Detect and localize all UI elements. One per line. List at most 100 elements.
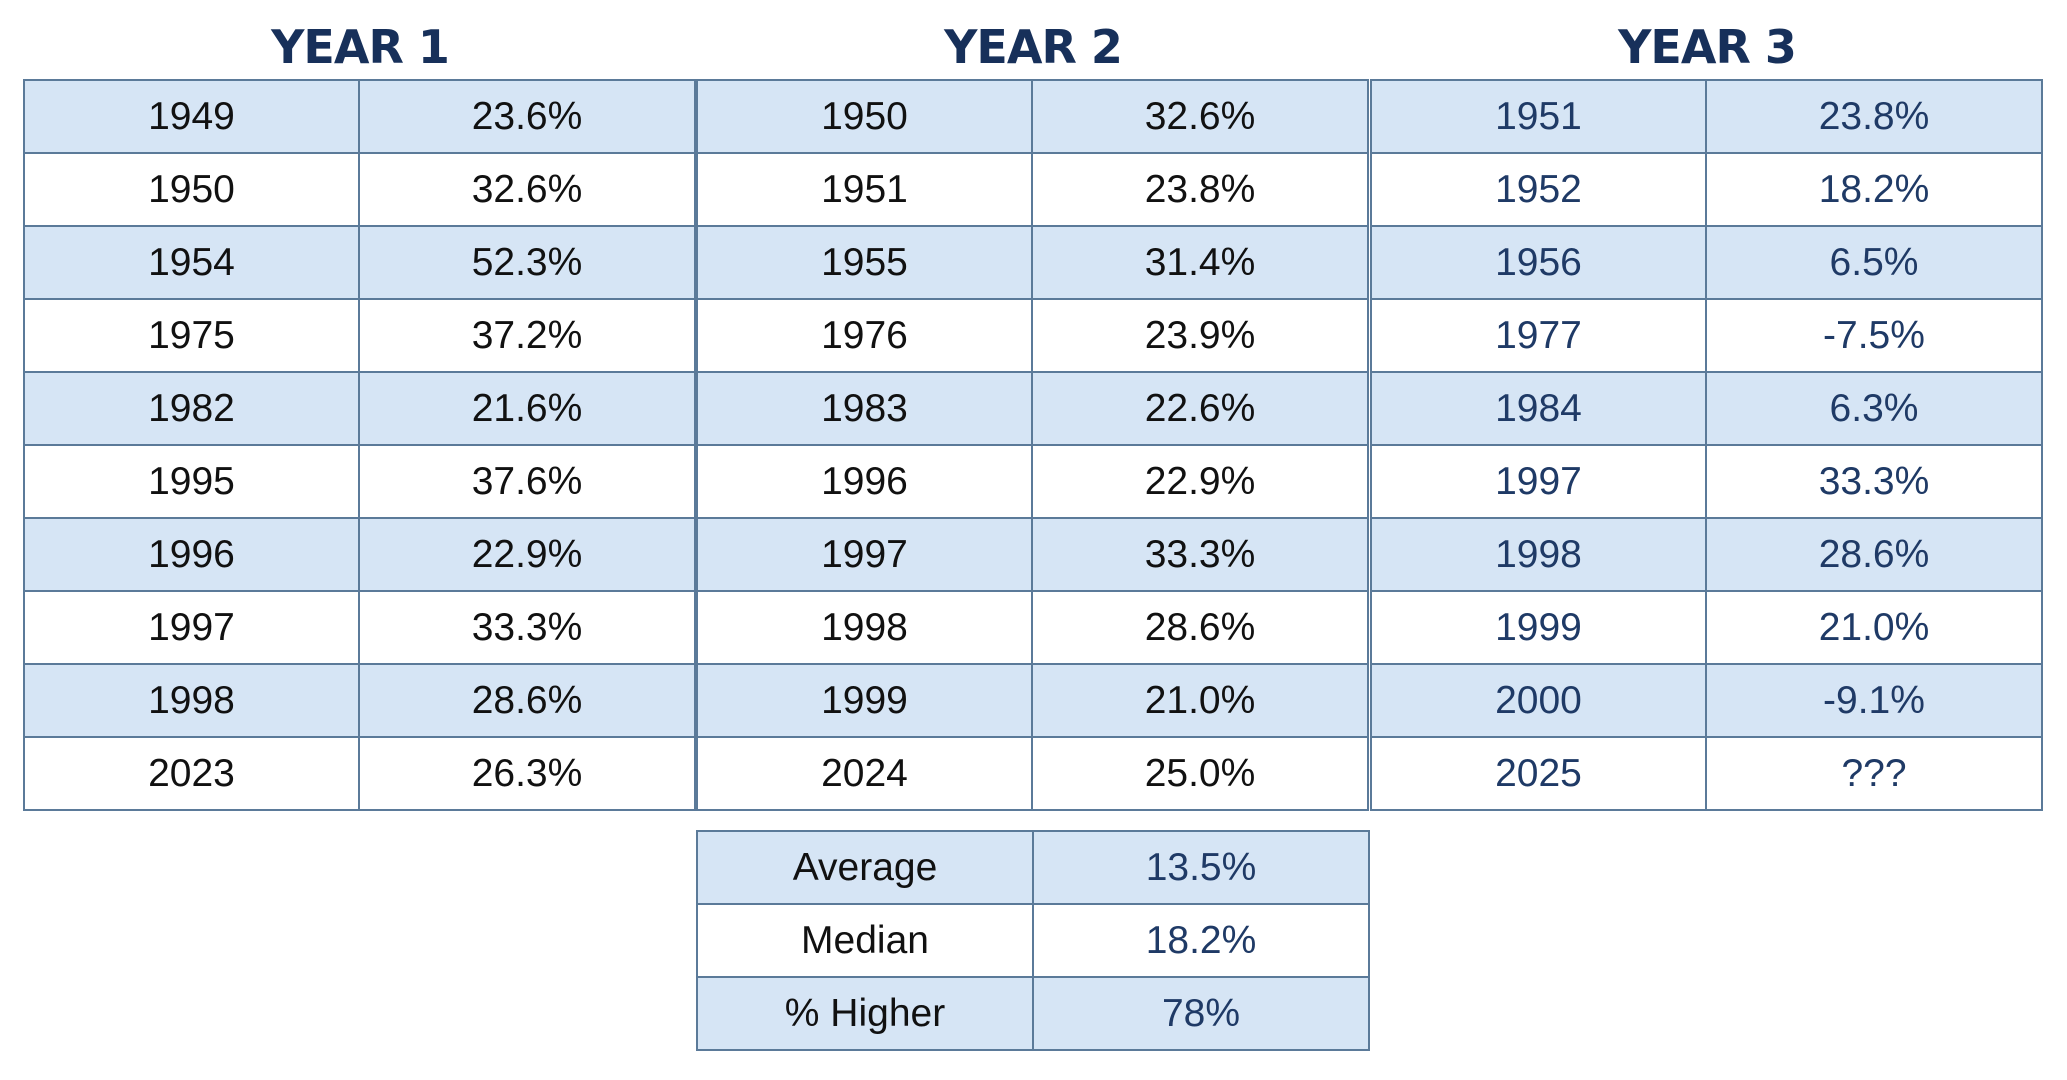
year-3-year-cell: 1951 — [1370, 79, 1707, 154]
year-2-year-cell: 1997 — [696, 517, 1033, 592]
year-2-return-cell: 22.9% — [1031, 444, 1369, 519]
table-row: 1952 18.2% — [1370, 152, 2043, 227]
year-2-return-cell: 33.3% — [1031, 517, 1369, 592]
table-row: 1998 28.6% — [1370, 517, 2043, 592]
year-1-year-cell: 1998 — [23, 663, 360, 738]
year-3-return-cell: -7.5% — [1705, 298, 2043, 373]
year-1-table: 1949 23.6% 1950 32.6% 1954 52.3% 1975 37.2% 1982… — [23, 79, 696, 811]
year-3-return-cell: ??? — [1705, 736, 2043, 811]
year-1-year-cell: 1995 — [23, 444, 360, 519]
table-row: 1976 23.9% — [696, 298, 1369, 373]
year-2-year-cell: 2024 — [696, 736, 1033, 811]
table-row: 2025??? — [1370, 736, 2043, 811]
year-3-table: 1951 23.8% 1952 18.2% 1956 6.5% 1977 -7.5% 1984 6… — [1370, 79, 2043, 811]
table-row: 1950 32.6% — [23, 152, 696, 227]
year-3-return-cell: 6.5% — [1705, 225, 2043, 300]
summary-row: Median 18.2% — [696, 903, 1370, 978]
summary-value-cell: 18.2% — [1032, 903, 1370, 978]
year-2-year-cell: 1998 — [696, 590, 1033, 665]
year-3-year-cell: 1999 — [1370, 590, 1707, 665]
year-3-year-cell: 1997 — [1370, 444, 1707, 519]
table-row: 1975 37.2% — [23, 298, 696, 373]
table-row: 1984 6.3% — [1370, 371, 2043, 446]
table-row: 1998 28.6% — [696, 590, 1369, 665]
year-2-year-cell: 1976 — [696, 298, 1033, 373]
year-2-year-cell: 1999 — [696, 663, 1033, 738]
year-1-return-cell: 23.6% — [358, 79, 696, 154]
table-row: 1955 31.4% — [696, 225, 1369, 300]
year-1-return-cell: 32.6% — [358, 152, 696, 227]
table-row: 1996 22.9% — [696, 444, 1369, 519]
year-2-year-cell: 1983 — [696, 371, 1033, 446]
year-3-return-cell: 18.2% — [1705, 152, 2043, 227]
table-row: 1954 52.3% — [23, 225, 696, 300]
summary-stats-table: Average 13.5% Median 18.2%% Higher 78% — [696, 830, 1370, 1051]
table-row: 1977 -7.5% — [1370, 298, 2043, 373]
year-2-table: 1950 32.6% 1951 23.8% 1955 31.4% 1976 23.9% 1983… — [696, 79, 1369, 811]
year-3-year-cell: 1984 — [1370, 371, 1707, 446]
year-1-return-cell: 37.6% — [358, 444, 696, 519]
year-3-return-cell: 28.6% — [1705, 517, 2043, 592]
year-2-return-cell: 25.0% — [1031, 736, 1369, 811]
year-2-year-cell: 1996 — [696, 444, 1033, 519]
year-2-year-cell: 1951 — [696, 152, 1033, 227]
year-1-year-cell: 1996 — [23, 517, 360, 592]
table-row: 2024 25.0% — [696, 736, 1369, 811]
table-row: 2000 -9.1% — [1370, 663, 2043, 738]
year-3-year-cell: 2000 — [1370, 663, 1707, 738]
table-row: 1997 33.3% — [23, 590, 696, 665]
year-3-year-cell: 1956 — [1370, 225, 1707, 300]
year-2-return-cell: 21.0% — [1031, 663, 1369, 738]
table-row: 2023 26.3% — [23, 736, 696, 811]
year-1-year-cell: 1950 — [23, 152, 360, 227]
year-3-year-cell: 1977 — [1370, 298, 1707, 373]
year-1-title: YEAR 1 — [271, 20, 450, 74]
year-1-return-cell: 22.9% — [358, 517, 696, 592]
table-row: 1983 22.6% — [696, 371, 1369, 446]
year-3-return-cell: 23.8% — [1705, 79, 2043, 154]
year-1-return-cell: 28.6% — [358, 663, 696, 738]
year-2-title: YEAR 2 — [944, 20, 1123, 74]
summary-row: Average 13.5% — [696, 830, 1370, 905]
year-2-return-cell: 32.6% — [1031, 79, 1369, 154]
year-1-year-cell: 1975 — [23, 298, 360, 373]
table-row: 1950 32.6% — [696, 79, 1369, 154]
table-row: 1995 37.6% — [23, 444, 696, 519]
year-3-return-cell: 21.0% — [1705, 590, 2043, 665]
year-1-return-cell: 52.3% — [358, 225, 696, 300]
year-1-year-cell: 1954 — [23, 225, 360, 300]
year-3-title: YEAR 3 — [1618, 20, 1797, 74]
year-3-year-cell: 2025 — [1370, 736, 1707, 811]
year-1-year-cell: 1982 — [23, 371, 360, 446]
table-row: 1956 6.5% — [1370, 225, 2043, 300]
table-row: 1982 21.6% — [23, 371, 696, 446]
summary-row: % Higher 78% — [696, 976, 1370, 1051]
table-row: 1951 23.8% — [696, 152, 1369, 227]
table-row: 1999 21.0% — [1370, 590, 2043, 665]
year-1-return-cell: 26.3% — [358, 736, 696, 811]
year-1-return-cell: 37.2% — [358, 298, 696, 373]
table-row: 1949 23.6% — [23, 79, 696, 154]
summary-label-cell: Median — [696, 903, 1034, 978]
table-row: 1996 22.9% — [23, 517, 696, 592]
year-1-return-cell: 33.3% — [358, 590, 696, 665]
summary-label-cell: Average — [696, 830, 1034, 905]
table-row: 1998 28.6% — [23, 663, 696, 738]
summary-value-cell: 78% — [1032, 976, 1370, 1051]
year-1-return-cell: 21.6% — [358, 371, 696, 446]
year-2-return-cell: 28.6% — [1031, 590, 1369, 665]
year-2-return-cell: 31.4% — [1031, 225, 1369, 300]
year-2-year-cell: 1955 — [696, 225, 1033, 300]
summary-value-cell: 13.5% — [1032, 830, 1370, 905]
year-3-return-cell: -9.1% — [1705, 663, 2043, 738]
year-1-year-cell: 2023 — [23, 736, 360, 811]
year-3-year-cell: 1998 — [1370, 517, 1707, 592]
year-1-year-cell: 1949 — [23, 79, 360, 154]
year-2-return-cell: 23.9% — [1031, 298, 1369, 373]
year-2-year-cell: 1950 — [696, 79, 1033, 154]
year-3-year-cell: 1952 — [1370, 152, 1707, 227]
table-row: 1997 33.3% — [696, 517, 1369, 592]
year-3-return-cell: 33.3% — [1705, 444, 2043, 519]
table-row: 1997 33.3% — [1370, 444, 2043, 519]
year-1-year-cell: 1997 — [23, 590, 360, 665]
